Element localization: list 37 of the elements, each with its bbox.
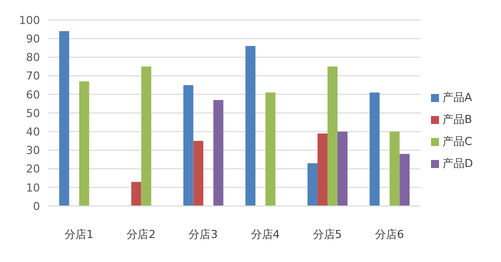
x-tick-label: 分店1 xyxy=(64,228,94,241)
bar xyxy=(308,163,318,206)
bar xyxy=(318,133,328,206)
bar xyxy=(338,132,348,206)
bar xyxy=(213,100,224,206)
y-tick-label: 70 xyxy=(26,70,40,83)
x-tick-label: 分店4 xyxy=(250,228,280,241)
bar xyxy=(245,46,256,206)
y-tick-label: 20 xyxy=(26,162,40,176)
bar xyxy=(265,92,276,206)
bar xyxy=(183,85,194,206)
x-tick-label: 分店5 xyxy=(312,228,342,241)
bar xyxy=(141,66,152,206)
legend-label: 产品D xyxy=(442,157,473,170)
legend-label: 产品A xyxy=(442,91,472,104)
x-tick-label: 分店6 xyxy=(374,228,404,241)
x-tick-label: 分店3 xyxy=(188,228,218,241)
y-tick-label: 60 xyxy=(26,88,40,102)
bar xyxy=(59,31,70,206)
y-tick-label: 40 xyxy=(26,126,40,139)
y-tick-label: 100 xyxy=(19,14,40,27)
y-tick-label: 80 xyxy=(26,51,40,64)
bar xyxy=(400,154,410,206)
y-tick-label: 90 xyxy=(26,32,40,46)
legend-label: 产品B xyxy=(442,113,472,126)
bar xyxy=(131,182,142,206)
legend-label: 产品C xyxy=(442,135,472,148)
y-tick-label: 0 xyxy=(33,200,40,213)
bar xyxy=(370,92,380,206)
y-tick-label: 50 xyxy=(26,106,40,120)
bar xyxy=(193,140,204,206)
y-tick-label: 10 xyxy=(26,181,40,194)
bar xyxy=(79,81,90,206)
x-tick-label: 分店2 xyxy=(126,228,156,241)
bar xyxy=(390,132,400,206)
bar xyxy=(328,66,338,206)
y-tick-label: 30 xyxy=(26,144,40,158)
